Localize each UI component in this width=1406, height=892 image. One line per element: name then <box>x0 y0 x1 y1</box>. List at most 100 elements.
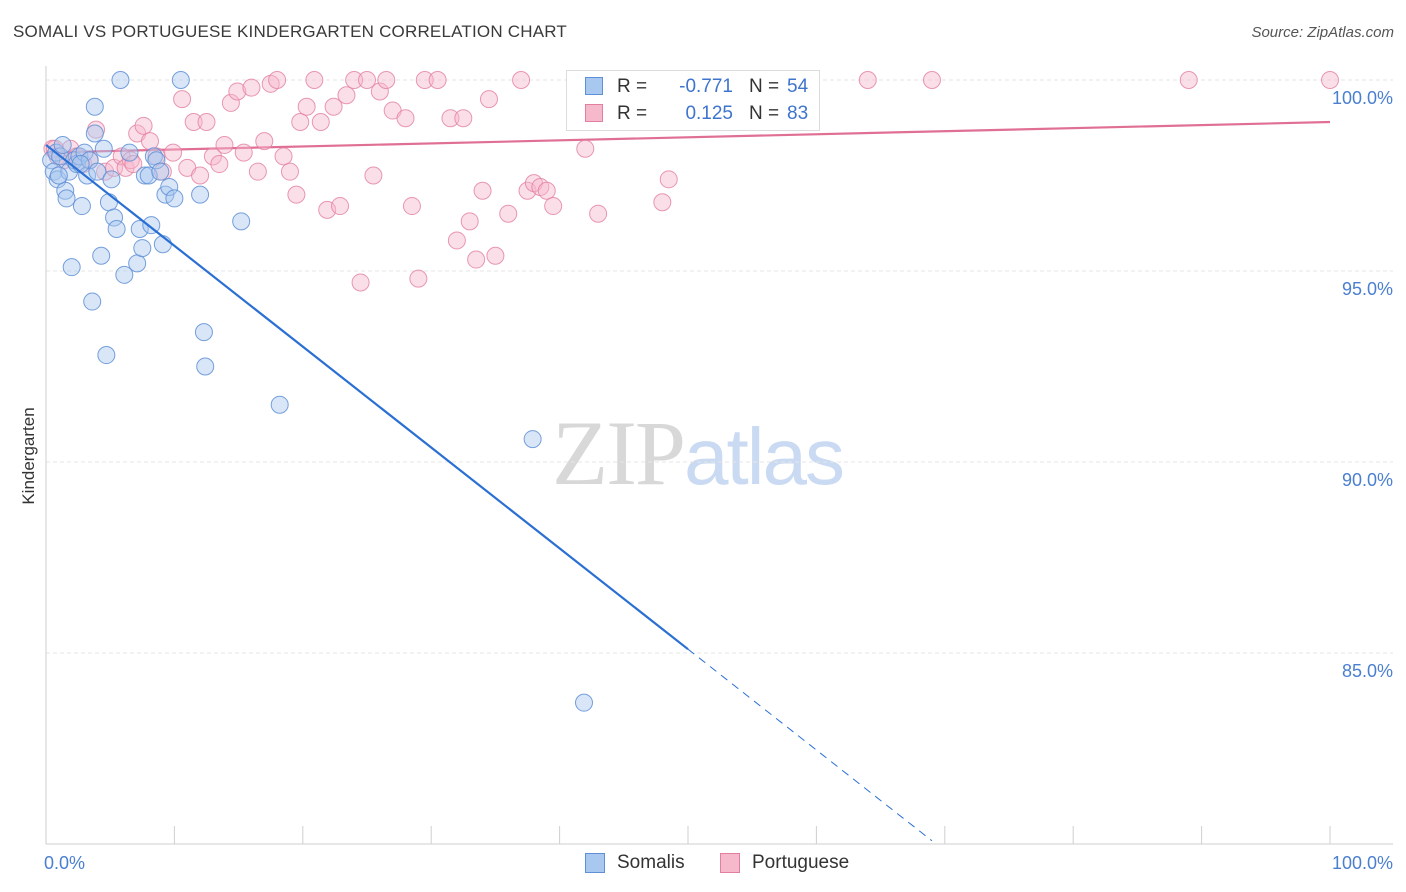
x-tick-label: 100.0% <box>1332 853 1393 873</box>
y-axis-label: Kindergarten <box>19 407 38 504</box>
somali-swatch <box>585 77 603 95</box>
portuguese-point <box>653 193 672 212</box>
somali-point <box>270 395 289 414</box>
y-tick-label: 100.0% <box>1332 88 1393 108</box>
portuguese-point <box>467 250 486 269</box>
portuguese-point <box>221 93 240 112</box>
somali-point <box>102 170 121 189</box>
somali-point <box>85 124 104 143</box>
portuguese-point <box>274 147 293 166</box>
portuguese-point <box>473 181 492 200</box>
somali-point <box>99 193 118 212</box>
portuguese-point <box>396 109 415 128</box>
portuguese-point <box>428 71 447 89</box>
tick-labels: 100.0% 95.0% 90.0% 85.0% 0.0% 100.0% Kindergar… <box>19 88 1393 873</box>
somali-point <box>120 143 139 162</box>
portuguese-point <box>659 170 678 189</box>
chart-title: SOMALI VS PORTUGUESE KINDERGARTEN CORREL… <box>13 22 567 41</box>
somali-point <box>139 166 158 185</box>
somali-point <box>92 246 111 265</box>
y-tick-label: 95.0% <box>1342 279 1393 299</box>
portuguese-point <box>228 82 247 101</box>
somali-point <box>72 197 91 216</box>
somali-point <box>196 357 215 376</box>
series-legend: Somalis Portuguese <box>0 852 1406 878</box>
portuguese-point <box>370 82 389 101</box>
portuguese-point <box>1321 71 1339 89</box>
watermark-atlas: atlas <box>684 412 845 501</box>
somali-point <box>49 166 68 185</box>
somali-point <box>135 166 154 185</box>
somali-point <box>165 189 184 208</box>
portuguese-point <box>402 197 421 216</box>
somali-point <box>232 212 251 231</box>
somali-point <box>523 430 542 449</box>
portuguese-point <box>377 71 396 89</box>
portuguese-point <box>324 97 343 116</box>
somali-point <box>105 208 124 227</box>
portuguese-point <box>191 166 210 185</box>
x-tick-label: 0.0% <box>44 853 85 873</box>
portuguese-point <box>447 231 466 250</box>
portuguese-point <box>280 162 299 181</box>
portuguese-trend-layer <box>45 120 1331 154</box>
portuguese-point <box>858 71 877 89</box>
portuguese-point <box>184 113 203 132</box>
portuguese-point <box>589 204 608 223</box>
portuguese-point <box>1179 71 1198 89</box>
portuguese-point <box>358 71 376 89</box>
somali-point <box>147 151 166 170</box>
portuguese-point <box>364 166 383 185</box>
legend-n-value: 54 <box>787 76 809 97</box>
portuguese-point <box>576 139 595 158</box>
somali-point <box>128 254 147 273</box>
portuguese-point <box>242 78 261 97</box>
somali-point <box>57 189 76 208</box>
portuguese-swatch <box>585 104 603 122</box>
portuguese-point <box>415 71 434 89</box>
somalis-swatch <box>585 853 605 873</box>
legend-label-portuguese: Portuguese <box>752 852 850 873</box>
somali-point <box>62 258 81 277</box>
y-tick-label: 85.0% <box>1342 661 1393 681</box>
somali-point <box>111 71 130 89</box>
somali-points <box>42 71 593 712</box>
portuguese-point <box>297 97 316 116</box>
somali-point <box>194 323 213 342</box>
portuguese-point <box>124 155 143 174</box>
somali-point <box>85 97 104 116</box>
somali-point <box>56 181 75 200</box>
portuguese-point <box>197 113 216 132</box>
source-label: Source: ZipAtlas.com <box>1251 24 1394 41</box>
somali-point <box>71 155 90 174</box>
y-tick-label: 90.0% <box>1342 470 1393 490</box>
legend-n-value: 83 <box>787 103 809 124</box>
somali-trend-extension <box>687 648 933 842</box>
portuguese-point <box>486 246 505 265</box>
portuguese-point <box>291 113 310 132</box>
portuguese-point <box>345 71 364 89</box>
portuguese-trend-line <box>45 120 1331 154</box>
somali-point <box>115 265 134 284</box>
somali-point <box>83 292 102 311</box>
somali-point <box>153 235 172 254</box>
portuguese-point <box>441 109 460 128</box>
grid <box>46 79 1393 654</box>
correlation-legend: R = -0.771 N = 54 R = 0.125 N = 83 <box>566 70 820 131</box>
somali-point <box>97 346 116 365</box>
portuguese-point <box>215 135 234 154</box>
somali-point <box>171 71 190 89</box>
portuguese-point <box>499 204 518 223</box>
portuguese-point <box>203 147 222 166</box>
somali-point <box>151 162 170 181</box>
portuguese-point <box>287 185 306 204</box>
portuguese-point <box>96 162 115 181</box>
portuguese-point <box>337 86 356 105</box>
portuguese-point <box>537 181 556 200</box>
portuguese-point <box>173 90 192 109</box>
portuguese-point <box>922 71 941 89</box>
legend-r-label: R = <box>617 103 648 124</box>
legend-r-label: R = <box>617 76 648 97</box>
legend-n-label: N = <box>749 103 780 124</box>
somali-point <box>133 239 152 258</box>
